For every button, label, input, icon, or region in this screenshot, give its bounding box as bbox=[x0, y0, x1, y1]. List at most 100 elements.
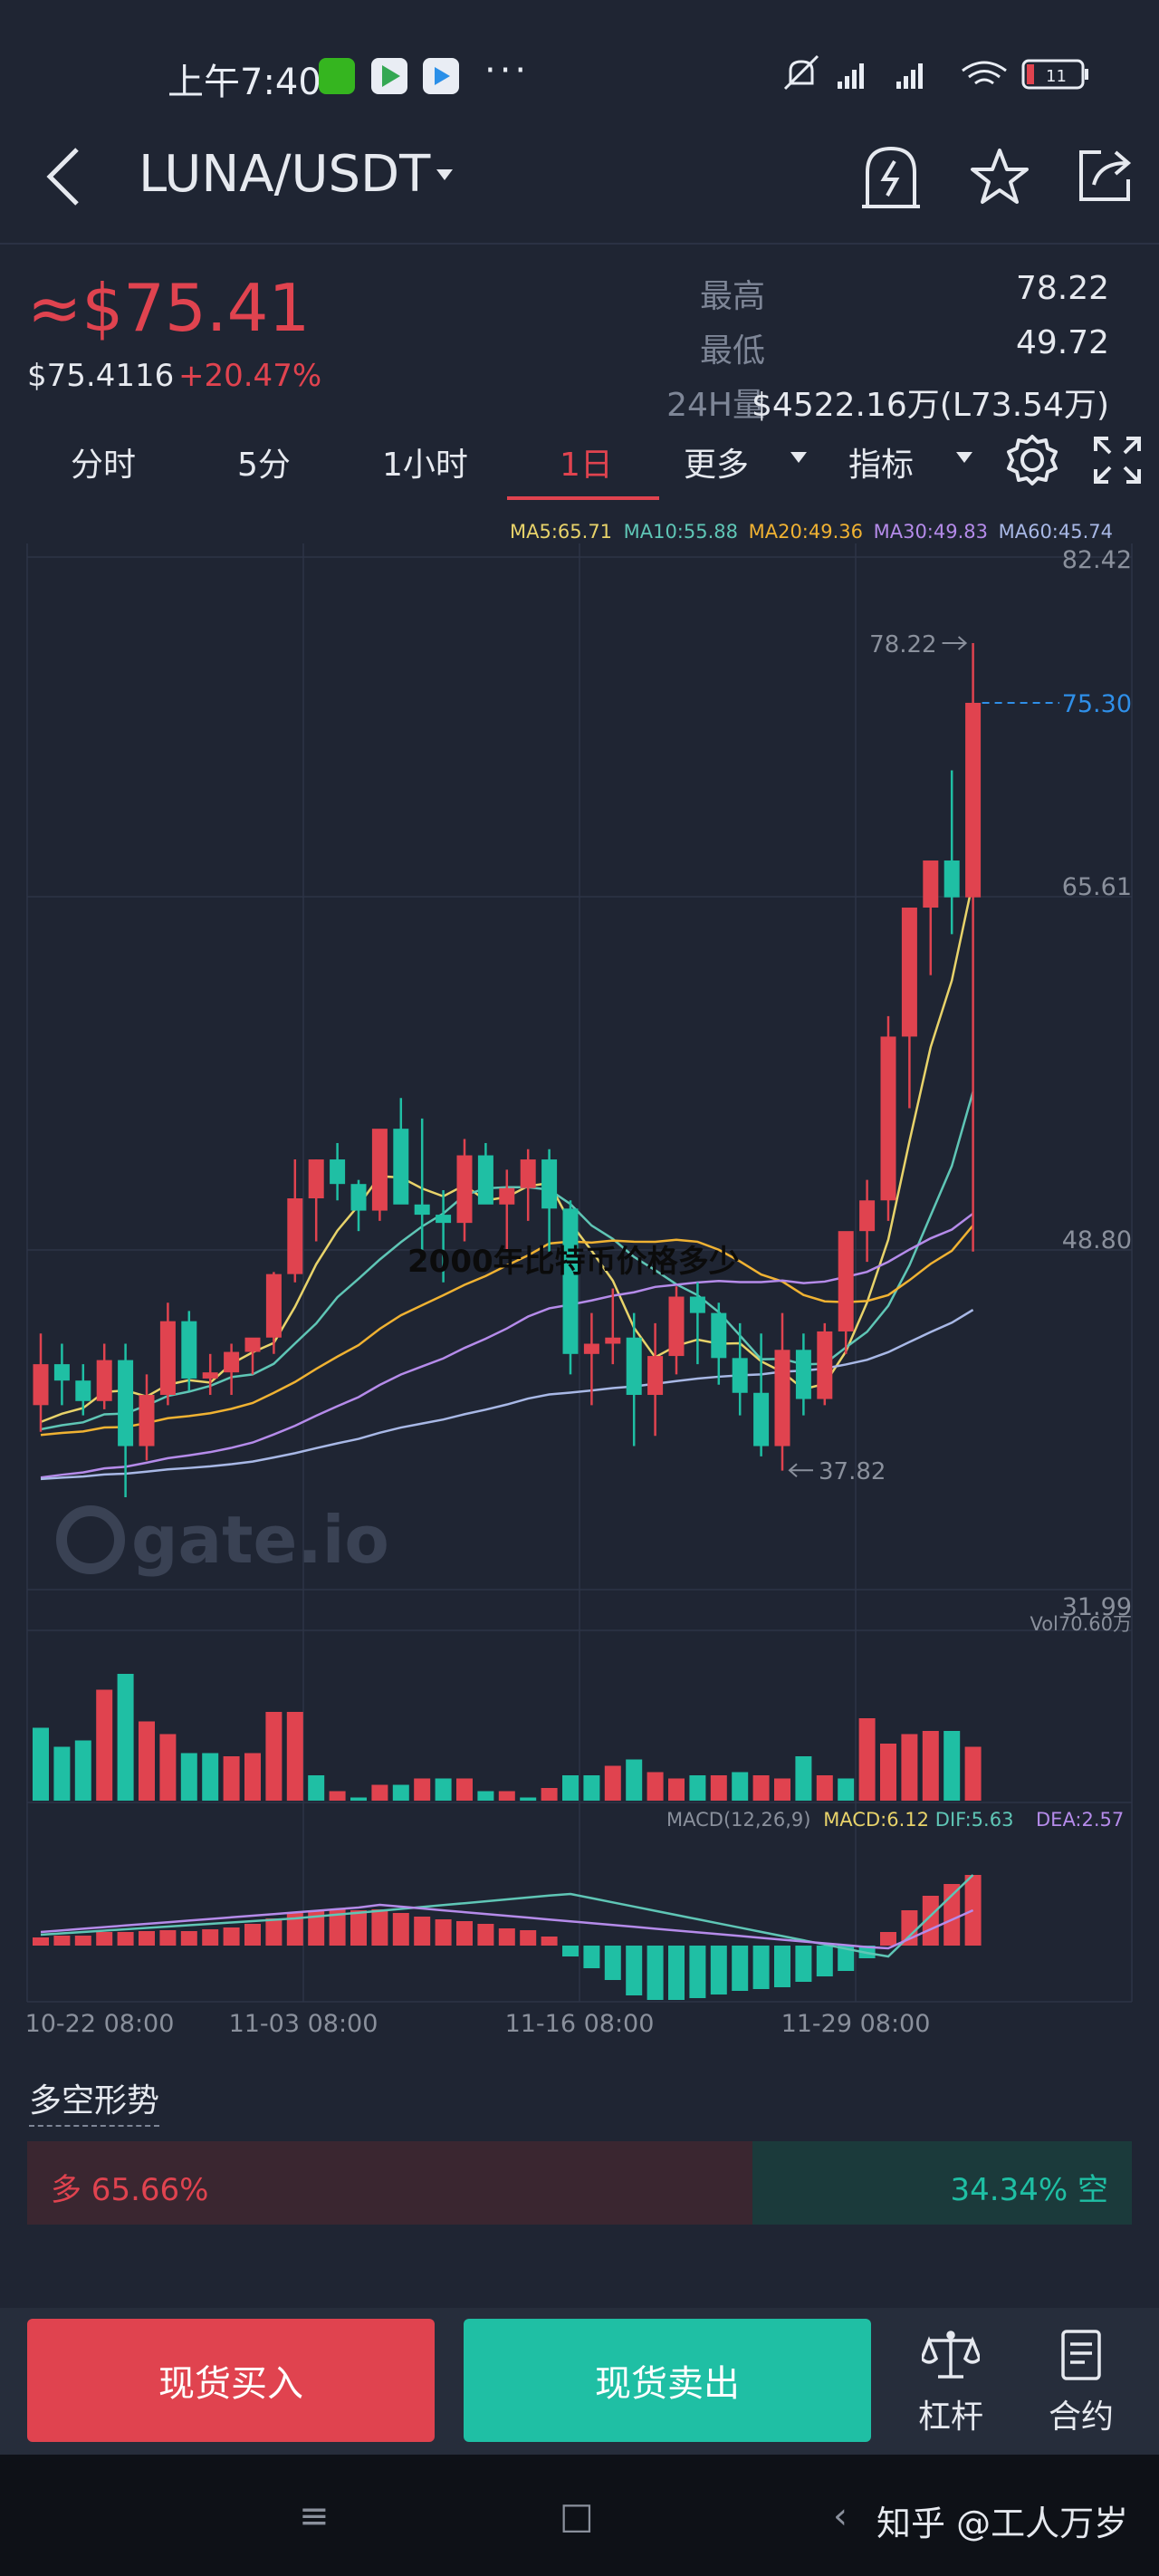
contract-button[interactable]: 合约 bbox=[1036, 2328, 1126, 2446]
share-icon[interactable] bbox=[1074, 145, 1135, 207]
macd-bar bbox=[583, 1946, 600, 1968]
time-tick-label: 11-29 08:00 bbox=[781, 2010, 931, 2038]
macd-bar bbox=[117, 1932, 134, 1946]
candle-body bbox=[159, 1321, 176, 1396]
volume-bar bbox=[541, 1788, 558, 1801]
price-change: +20.47% bbox=[178, 358, 322, 394]
tab-1hour[interactable]: 1小时 bbox=[382, 447, 468, 484]
macd-bar bbox=[604, 1946, 621, 1980]
leverage-label: 杠杆 bbox=[917, 2398, 983, 2436]
current-price-label: 75.30 bbox=[1062, 690, 1132, 718]
price-alert-icon[interactable] bbox=[858, 143, 924, 212]
short-percentage: 34.34% 空 bbox=[950, 2172, 1108, 2208]
status-time: 上午7:40 bbox=[168, 62, 321, 103]
macd-bar bbox=[392, 1913, 409, 1946]
sentiment-title[interactable]: 多空形势 bbox=[29, 2074, 160, 2127]
leverage-button[interactable]: 杠杆 bbox=[905, 2328, 996, 2446]
price-axis: 82.42 65.61 48.80 31.99 bbox=[1062, 546, 1132, 1621]
time-tick-label: 10-22 08:00 bbox=[25, 2010, 175, 2038]
volume-bar bbox=[139, 1721, 155, 1801]
macd-bar bbox=[647, 1946, 664, 2000]
candle-body bbox=[583, 1343, 599, 1354]
favorite-star-icon[interactable] bbox=[969, 147, 1030, 207]
candle-body bbox=[371, 1129, 388, 1211]
macd-bar bbox=[795, 1946, 812, 1982]
candle-body bbox=[880, 1036, 896, 1201]
indicators-dropdown-icon[interactable] bbox=[955, 451, 973, 464]
macd-bar bbox=[668, 1946, 685, 2000]
last-price: ≈$75.41 bbox=[27, 270, 311, 346]
candle-body bbox=[626, 1337, 642, 1396]
macd-bar bbox=[53, 1936, 71, 1946]
high-value: 78.22 bbox=[1015, 270, 1109, 307]
macd-bar bbox=[774, 1946, 790, 1987]
chart-settings-gear-icon[interactable] bbox=[1005, 433, 1059, 487]
candle-body bbox=[943, 860, 960, 898]
volume-bar bbox=[901, 1734, 918, 1801]
macd-legend-item: DIF:5.63 bbox=[935, 1809, 1014, 1831]
volume-bar bbox=[265, 1712, 283, 1801]
volume-bar bbox=[286, 1712, 303, 1801]
volume-bar bbox=[604, 1765, 621, 1801]
volume-bar bbox=[350, 1797, 367, 1801]
candle-body bbox=[308, 1159, 324, 1199]
macd-bar bbox=[371, 1909, 388, 1946]
volume-bar bbox=[647, 1772, 664, 1801]
tab-5min[interactable]: 5分 bbox=[237, 447, 291, 484]
nav-home-icon[interactable]: □ bbox=[560, 2495, 594, 2537]
volume-bar bbox=[117, 1674, 134, 1801]
back-arrow-icon[interactable] bbox=[41, 145, 86, 208]
macd-bar bbox=[456, 1921, 473, 1946]
volume-bar bbox=[583, 1775, 600, 1801]
macd-bar bbox=[626, 1946, 643, 1995]
volume-bar bbox=[752, 1775, 770, 1801]
candle-body bbox=[181, 1321, 197, 1379]
low-marker-arrow-head bbox=[788, 1463, 798, 1477]
tab-1day[interactable]: 1日 bbox=[560, 447, 613, 484]
volume-bar bbox=[710, 1775, 727, 1801]
high-label: 最高 bbox=[699, 278, 765, 315]
short-fill bbox=[752, 2141, 1132, 2225]
candle-body bbox=[287, 1198, 303, 1274]
volume-bar bbox=[520, 1797, 537, 1801]
candle-body bbox=[330, 1159, 346, 1185]
fullscreen-icon[interactable] bbox=[1092, 435, 1143, 485]
kline-chart[interactable]: gate.io MA5:65.71 MA10:55.88 MA20:49.36 MA3… bbox=[0, 507, 1159, 2047]
svg-text:gate.io: gate.io bbox=[131, 1502, 389, 1578]
macd-legend-item: MACD:6.12 bbox=[823, 1809, 929, 1831]
pair-dropdown-icon[interactable] bbox=[435, 168, 455, 182]
low-label: 最低 bbox=[699, 332, 765, 370]
macd-bar bbox=[308, 1910, 325, 1946]
tab-indicators[interactable]: 指标 bbox=[848, 447, 915, 484]
candle-body bbox=[859, 1200, 876, 1232]
volume-bar bbox=[562, 1775, 579, 1801]
gate-io-watermark: gate.io bbox=[56, 1502, 389, 1578]
candle-body bbox=[96, 1360, 112, 1401]
macd-bar bbox=[838, 1946, 855, 1971]
volume-bar bbox=[392, 1784, 409, 1801]
long-short-ratio-bar: 多 65.66% 34.34% 空 bbox=[27, 2141, 1132, 2225]
chart-grid bbox=[26, 543, 1133, 2003]
candle-body bbox=[689, 1296, 705, 1313]
nav-back-icon[interactable]: ‹ bbox=[833, 2495, 848, 2537]
volume-bars: Vol70.60万 bbox=[33, 1613, 1132, 1801]
volume-bar bbox=[329, 1791, 346, 1801]
candle-body bbox=[923, 860, 939, 908]
more-dropdown-icon[interactable] bbox=[790, 451, 808, 464]
volume-bar bbox=[816, 1775, 833, 1801]
spot-buy-button[interactable]: 现货买入 bbox=[27, 2319, 435, 2442]
tab-timeline[interactable]: 分时 bbox=[71, 447, 137, 484]
volume-bar bbox=[732, 1772, 749, 1801]
nav-menu-icon[interactable]: ≡ bbox=[299, 2495, 330, 2537]
ma-legend-item: MA30:49.83 bbox=[874, 521, 988, 543]
volume-bar bbox=[477, 1791, 494, 1801]
spot-sell-button[interactable]: 现货卖出 bbox=[464, 2319, 871, 2442]
candle-body bbox=[711, 1312, 727, 1359]
candle-body bbox=[817, 1331, 833, 1399]
trading-pair-title[interactable]: LUNA/USDT bbox=[139, 145, 431, 204]
candle-body bbox=[436, 1215, 452, 1224]
tab-more[interactable]: 更多 bbox=[684, 447, 750, 484]
iqiyi-app-icon bbox=[319, 58, 355, 94]
candle-body bbox=[118, 1360, 134, 1447]
macd-bar bbox=[562, 1946, 579, 1956]
